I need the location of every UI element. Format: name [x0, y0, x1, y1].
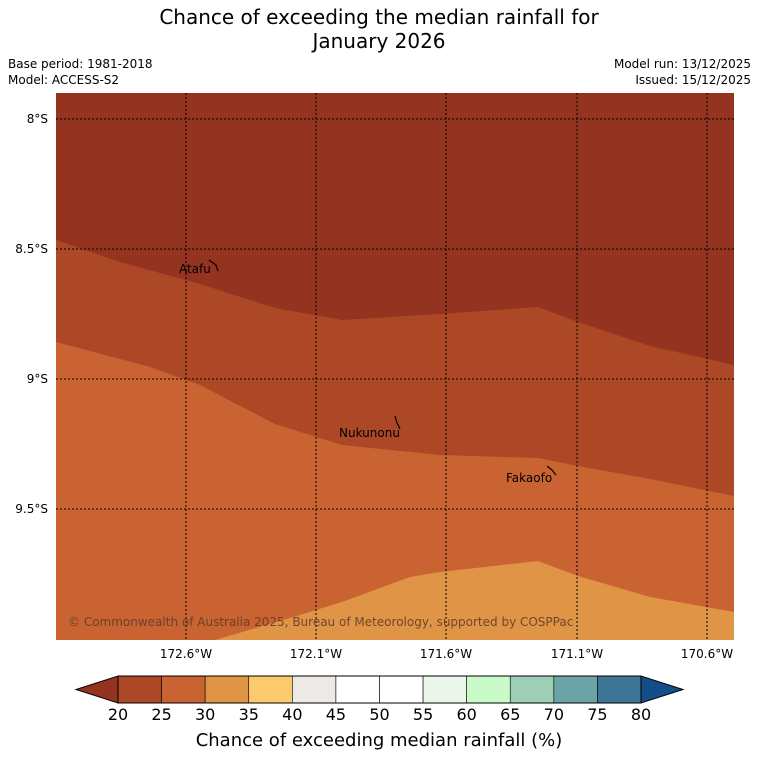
- lon-label: 170.6°W: [681, 647, 733, 661]
- colorbar-tick-label: 35: [239, 705, 259, 724]
- lat-label: 8°S: [27, 112, 48, 126]
- colorbar: 20 25 30 35 40 45 50 55 60 65 70 75 80: [74, 675, 685, 724]
- atoll-outline-icon: [208, 259, 219, 272]
- colorbar-tick-label: 50: [369, 705, 389, 724]
- lat-label: 8.5°S: [15, 242, 48, 256]
- meta-right: Model run: 13/12/2025 Issued: 15/12/2025: [614, 56, 751, 88]
- lon-label: 171.6°W: [420, 647, 472, 661]
- lat-label: 9.5°S: [15, 502, 48, 516]
- title-line-2: January 2026: [312, 29, 446, 53]
- colorbar-bin: [248, 675, 293, 704]
- colorbar-tick-label: 30: [195, 705, 215, 724]
- zone-30-35: [215, 561, 734, 640]
- colorbar-bin: [466, 675, 511, 704]
- copyright-notice: © Commonwealth of Australia 2025, Bureau…: [68, 615, 573, 629]
- colorbar-label: Chance of exceeding median rainfall (%): [195, 730, 563, 751]
- atoll-nukunonu: Nukunonu: [339, 415, 401, 440]
- lat-labels: 8°S 8.5°S 9°S 9.5°S: [15, 112, 48, 516]
- colorbar-tick-label: 70: [544, 705, 564, 724]
- colorbar-tick-label: 65: [500, 705, 520, 724]
- chart-title: Chance of exceeding the median rainfall …: [0, 5, 758, 53]
- colorbar-bin: [292, 675, 337, 704]
- colorbar-tick-label: 45: [326, 705, 346, 724]
- colorbar-tick-label: 40: [282, 705, 302, 724]
- colorbar-tick-label: 20: [108, 705, 128, 724]
- colorbar-tick-label: 75: [587, 705, 607, 724]
- atoll-atafu: Atafu: [179, 259, 219, 276]
- colorbar-tick-label: 60: [456, 705, 476, 724]
- atoll-outline-icon: [394, 415, 401, 430]
- lat-label: 9°S: [27, 372, 48, 386]
- colorbar-tick-label: 25: [151, 705, 171, 724]
- colorbar-bin: [509, 675, 555, 704]
- atoll-outline-icon: [546, 465, 557, 476]
- colorbar-bin: [553, 675, 598, 704]
- colorbar-bin: [117, 675, 162, 704]
- lon-label: 172.1°W: [290, 647, 342, 661]
- atoll-fakaofo: Fakaofo: [506, 465, 557, 485]
- model-name: Model: ACCESS-S2: [8, 73, 120, 87]
- place-label-fakaofo: Fakaofo: [506, 471, 552, 485]
- place-label-atafu: Atafu: [179, 262, 211, 276]
- colorbar-over-arrow: [640, 675, 685, 704]
- colorbar-bin: [379, 675, 424, 704]
- lon-label: 171.1°W: [551, 647, 603, 661]
- colorbar-bin: [597, 675, 642, 704]
- meta-left: Base period: 1981-2018 Model: ACCESS-S2: [8, 56, 153, 88]
- lon-label: 172.6°W: [160, 647, 212, 661]
- colorbar-bin: [204, 675, 250, 704]
- gridlines: [56, 93, 734, 640]
- base-period: Base period: 1981-2018: [8, 57, 153, 71]
- colorbar-tick-label: 55: [413, 705, 433, 724]
- colorbar-bin: [335, 675, 380, 704]
- colorbar-bin: [422, 675, 467, 704]
- zone-25-30: [56, 342, 734, 640]
- colorbar-under-arrow: [74, 675, 119, 704]
- colorbar-bin: [161, 675, 206, 704]
- colorbar-tick-label: 80: [631, 705, 651, 724]
- model-run: Model run: 13/12/2025: [613, 57, 751, 71]
- colorbar-frame: [117, 675, 642, 704]
- lon-labels: 172.6°W 172.1°W 171.6°W 171.1°W 170.6°W: [160, 647, 733, 661]
- title-line-1: Chance of exceeding the median rainfall …: [159, 5, 599, 29]
- place-label-nukunonu: Nukunonu: [339, 426, 400, 440]
- issued-date: Issued: 15/12/2025: [635, 73, 751, 87]
